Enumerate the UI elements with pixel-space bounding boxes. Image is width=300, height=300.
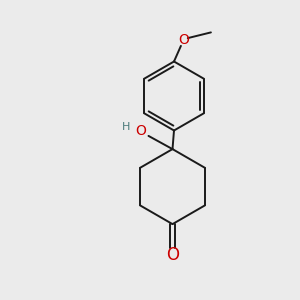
Text: H: H <box>122 122 130 132</box>
Text: O: O <box>136 124 146 138</box>
Text: O: O <box>178 33 189 47</box>
Text: O: O <box>166 246 179 264</box>
